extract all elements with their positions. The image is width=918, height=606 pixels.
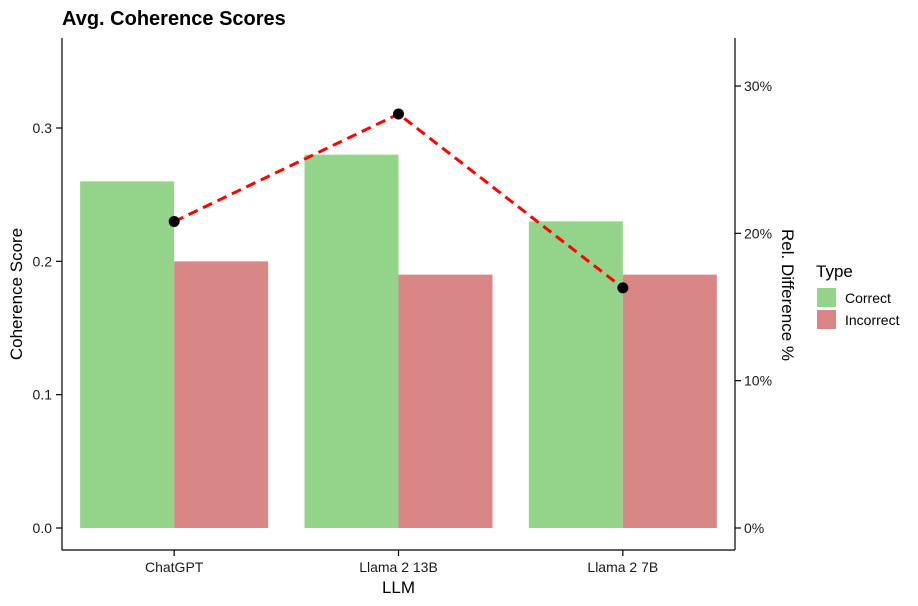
- y2-tick-label: 10%: [744, 373, 772, 389]
- rel-difference-layer: [168, 108, 629, 294]
- y2-tick-label: 30%: [744, 78, 772, 94]
- rel-difference-point-0: [168, 216, 180, 228]
- legend-label-incorrect: Incorrect: [845, 312, 900, 328]
- legend-title: Type: [816, 262, 853, 281]
- y-ticks-left: 0.0 0.1 0.2 0.3: [33, 120, 62, 536]
- y-tick-label: 0.3: [33, 120, 53, 136]
- bar-correct-1: [304, 154, 399, 528]
- y-ticks-right: 0% 10% 20% 30%: [735, 78, 772, 536]
- legend-key-incorrect: [817, 310, 836, 329]
- x-tick-label: ChatGPT: [145, 559, 204, 575]
- bar-incorrect-2: [622, 274, 717, 528]
- bar-correct-2: [528, 221, 623, 529]
- legend-label-correct: Correct: [845, 290, 891, 306]
- bar-incorrect-1: [398, 274, 493, 528]
- legend-key-correct: [817, 288, 836, 307]
- rel-difference-point-1: [393, 108, 404, 120]
- y-tick-label: 0.1: [33, 387, 53, 403]
- y-tick-label: 0.0: [33, 520, 53, 536]
- y-axis-title: Coherence Score: [7, 228, 26, 360]
- bar-incorrect-0: [174, 261, 269, 528]
- y2-tick-label: 20%: [744, 225, 772, 241]
- x-axis-title: LLM: [382, 578, 415, 597]
- x-ticks: ChatGPT Llama 2 13B Llama 2 7B: [145, 550, 658, 575]
- x-tick-label: Llama 2 7B: [587, 559, 658, 575]
- legend: Type Correct Incorrect: [816, 262, 900, 329]
- y2-axis-title: Rel. Difference %: [778, 229, 797, 361]
- bars-layer: [80, 154, 717, 529]
- chart-title: Avg. Coherence Scores: [62, 8, 286, 30]
- bar-correct-0: [80, 181, 175, 529]
- x-tick-label: Llama 2 13B: [359, 559, 438, 575]
- y2-tick-label: 0%: [744, 520, 764, 536]
- y-tick-label: 0.2: [33, 253, 53, 269]
- rel-difference-point-2: [617, 282, 629, 294]
